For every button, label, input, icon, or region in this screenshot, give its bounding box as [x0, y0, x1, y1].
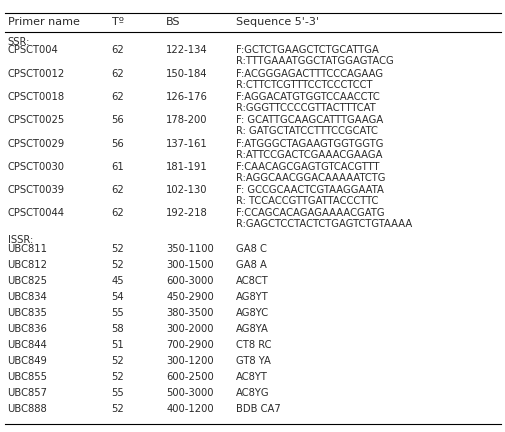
Text: R: TCCACCGTTGATTACCCTTC: R: TCCACCGTTGATTACCCTTC — [235, 196, 377, 206]
Text: 52: 52 — [112, 404, 124, 414]
Text: UBC836: UBC836 — [8, 324, 47, 334]
Text: 178-200: 178-200 — [166, 115, 208, 125]
Text: 500-3000: 500-3000 — [166, 388, 213, 398]
Text: 700-2900: 700-2900 — [166, 340, 214, 350]
Text: F:ACGGGAGACTTTCCCAGAAG: F:ACGGGAGACTTTCCCAGAAG — [235, 69, 382, 79]
Text: 400-1200: 400-1200 — [166, 404, 214, 414]
Text: 55: 55 — [112, 388, 124, 398]
Text: 181-191: 181-191 — [166, 162, 208, 172]
Text: F:GCTCTGAAGCTCTGCATTGA: F:GCTCTGAAGCTCTGCATTGA — [235, 45, 378, 55]
Text: AC8YT: AC8YT — [235, 372, 267, 382]
Text: 45: 45 — [112, 276, 124, 286]
Text: SSR:: SSR: — [8, 37, 30, 47]
Text: UBC855: UBC855 — [8, 372, 47, 382]
Text: UBC834: UBC834 — [8, 292, 47, 302]
Text: UBC844: UBC844 — [8, 340, 47, 350]
Text: 56: 56 — [112, 115, 124, 125]
Text: 300-2000: 300-2000 — [166, 324, 213, 334]
Text: 52: 52 — [112, 356, 124, 366]
Text: R:AGGCAACGGACAAAAATCTG: R:AGGCAACGGACAAAAATCTG — [235, 173, 384, 183]
Text: 51: 51 — [112, 340, 124, 350]
Text: R:GGGTTCCCCGTTACTTTCAT: R:GGGTTCCCCGTTACTTTCAT — [235, 103, 375, 113]
Text: CPSCT0025: CPSCT0025 — [8, 115, 65, 125]
Text: 52: 52 — [112, 372, 124, 382]
Text: 102-130: 102-130 — [166, 185, 208, 195]
Text: AG8YT: AG8YT — [235, 292, 268, 302]
Text: 56: 56 — [112, 139, 124, 149]
Text: CPSCT0030: CPSCT0030 — [8, 162, 65, 172]
Text: 55: 55 — [112, 308, 124, 318]
Text: F:ATGGGCTAGAAGTGGTGGTG: F:ATGGGCTAGAAGTGGTGGTG — [235, 139, 382, 149]
Text: 62: 62 — [112, 208, 124, 219]
Text: 150-184: 150-184 — [166, 69, 208, 79]
Text: GT8 YA: GT8 YA — [235, 356, 270, 366]
Text: UBC888: UBC888 — [8, 404, 47, 414]
Text: UBC825: UBC825 — [8, 276, 47, 286]
Text: AG8YC: AG8YC — [235, 308, 268, 318]
Text: 450-2900: 450-2900 — [166, 292, 214, 302]
Text: AG8YA: AG8YA — [235, 324, 268, 334]
Text: 62: 62 — [112, 92, 124, 102]
Text: BS: BS — [166, 17, 180, 27]
Text: 52: 52 — [112, 244, 124, 254]
Text: BDB CA7: BDB CA7 — [235, 404, 280, 414]
Text: CPSCT0044: CPSCT0044 — [8, 208, 65, 219]
Text: 122-134: 122-134 — [166, 45, 208, 55]
Text: 62: 62 — [112, 185, 124, 195]
Text: 62: 62 — [112, 45, 124, 55]
Text: GA8 A: GA8 A — [235, 260, 266, 270]
Text: 54: 54 — [112, 292, 124, 302]
Text: GA8 C: GA8 C — [235, 244, 266, 254]
Text: 52: 52 — [112, 260, 124, 270]
Text: UBC849: UBC849 — [8, 356, 47, 366]
Text: ISSR:: ISSR: — [8, 235, 33, 245]
Text: UBC812: UBC812 — [8, 260, 47, 270]
Text: 192-218: 192-218 — [166, 208, 208, 219]
Text: CPSCT0012: CPSCT0012 — [8, 69, 65, 79]
Text: UBC835: UBC835 — [8, 308, 47, 318]
Text: R: GATGCTATCCTTTCCGCATC: R: GATGCTATCCTTTCCGCATC — [235, 126, 377, 136]
Text: 300-1200: 300-1200 — [166, 356, 214, 366]
Text: R:ATTCCGACTCGAAACGAAGA: R:ATTCCGACTCGAAACGAAGA — [235, 149, 381, 159]
Text: R:CTTCTCGTTTCCTCCCTCCT: R:CTTCTCGTTTCCTCCCTCCT — [235, 79, 371, 90]
Text: CPSCT0029: CPSCT0029 — [8, 139, 65, 149]
Text: F: GCATTGCAAGCATTTGAAGA: F: GCATTGCAAGCATTTGAAGA — [235, 115, 382, 125]
Text: 62: 62 — [112, 69, 124, 79]
Text: CPSCT004: CPSCT004 — [8, 45, 58, 55]
Text: Sequence 5'-3': Sequence 5'-3' — [235, 17, 318, 27]
Text: Primer name: Primer name — [8, 17, 79, 27]
Text: 600-3000: 600-3000 — [166, 276, 213, 286]
Text: 126-176: 126-176 — [166, 92, 208, 102]
Text: F:AGGACATGTGGTCCAACCTC: F:AGGACATGTGGTCCAACCTC — [235, 92, 379, 102]
Text: 300-1500: 300-1500 — [166, 260, 214, 270]
Text: 600-2500: 600-2500 — [166, 372, 214, 382]
Text: F:CCAGCACAGAGAAAACGATG: F:CCAGCACAGAGAAAACGATG — [235, 208, 383, 219]
Text: F: GCCGCAACTCGTAAGGAATA: F: GCCGCAACTCGTAAGGAATA — [235, 185, 383, 195]
Text: Tº: Tº — [112, 17, 123, 27]
Text: CT8 RC: CT8 RC — [235, 340, 271, 350]
Text: 350-1100: 350-1100 — [166, 244, 214, 254]
Text: 380-3500: 380-3500 — [166, 308, 213, 318]
Text: AC8YG: AC8YG — [235, 388, 269, 398]
Text: UBC811: UBC811 — [8, 244, 47, 254]
Text: 137-161: 137-161 — [166, 139, 208, 149]
Text: F:CAACAGCGAGTGTCACGTTT: F:CAACAGCGAGTGTCACGTTT — [235, 162, 378, 172]
Text: CPSCT0039: CPSCT0039 — [8, 185, 65, 195]
Text: R:TTTGAAATGGCTATGGAGTACG: R:TTTGAAATGGCTATGGAGTACG — [235, 57, 392, 67]
Text: 58: 58 — [112, 324, 124, 334]
Text: UBC857: UBC857 — [8, 388, 47, 398]
Text: R:GAGCTCCTACTCTGAGTCTGTAAAA: R:GAGCTCCTACTCTGAGTCTGTAAAA — [235, 219, 411, 229]
Text: CPSCT0018: CPSCT0018 — [8, 92, 65, 102]
Text: AC8CT: AC8CT — [235, 276, 268, 286]
Text: 61: 61 — [112, 162, 124, 172]
